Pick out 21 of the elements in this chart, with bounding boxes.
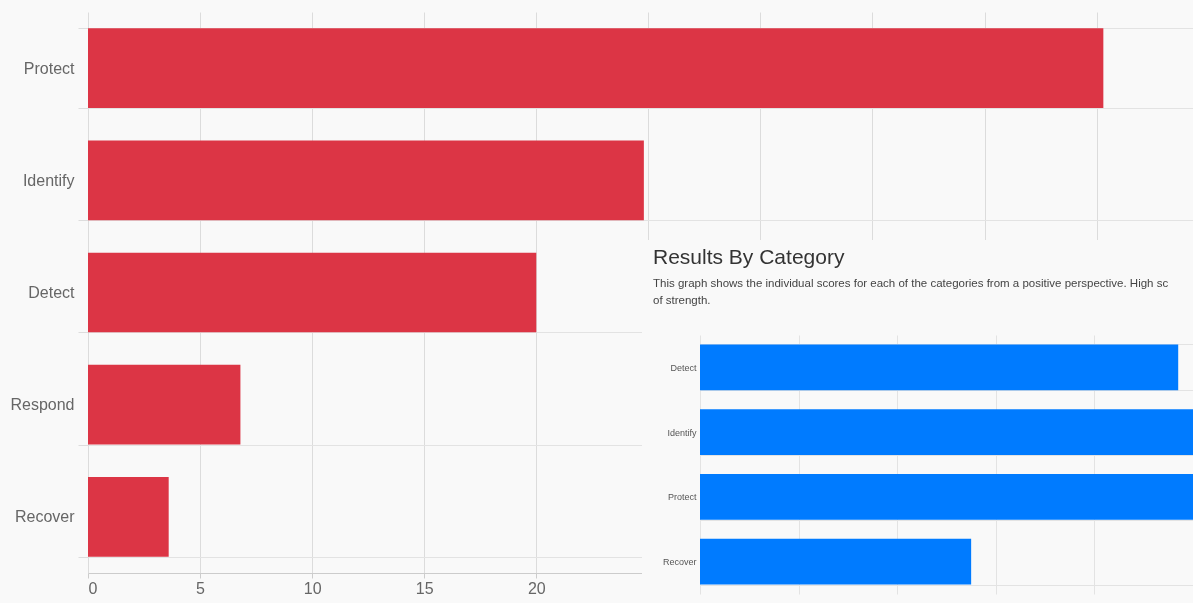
y-tick-label: Recover [14, 508, 76, 526]
bar [88, 140, 644, 221]
y-tick-label: Detect [28, 284, 76, 301]
y-tick-label: Protect [23, 59, 76, 77]
bar [88, 364, 241, 445]
bar [88, 477, 169, 557]
bar [88, 252, 537, 333]
y-tick-label: Protect [667, 492, 697, 503]
y-tick-label: Respond [10, 396, 75, 414]
x-tick-label: 0 [88, 579, 98, 597]
y-tick-label: Detect [670, 362, 697, 373]
chart-title: Results By Category [653, 244, 845, 268]
y-tick-label: Identify [667, 427, 697, 438]
x-tick-label: 10 [303, 579, 322, 597]
y-tick-label: Recover [662, 557, 697, 568]
x-tick-label: 15 [415, 579, 434, 597]
x-tick-label: 20 [527, 579, 546, 597]
y-tick-label: Identify [22, 171, 75, 189]
chart-subtitle: This graph shows the individual scores for each of the categories from a positive perspective. High sc of strength. [653, 276, 1169, 306]
bar [88, 28, 1104, 108]
x-tick-label: 5 [196, 579, 206, 597]
